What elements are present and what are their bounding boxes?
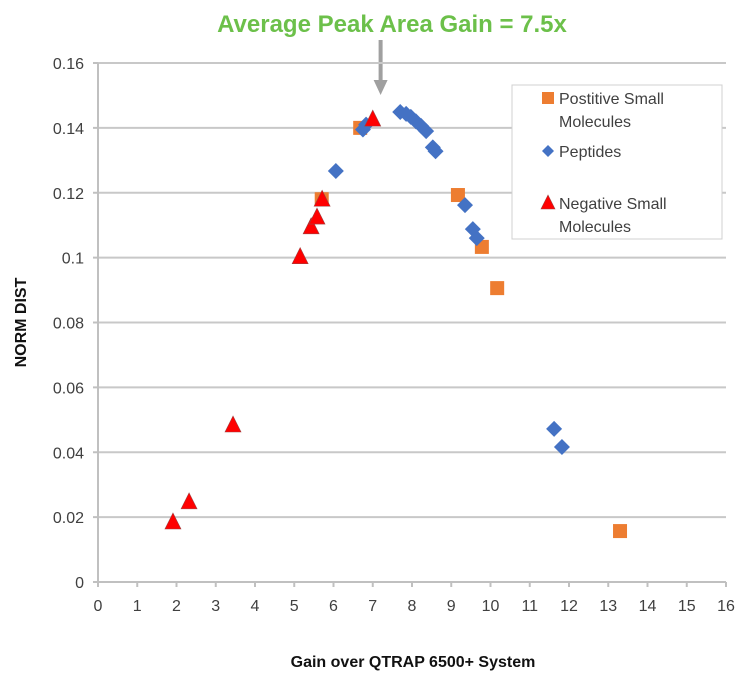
data-point-diamond [418, 123, 435, 140]
series-triangle [164, 109, 382, 530]
data-point-triangle [224, 415, 242, 433]
legend-marker-square [542, 92, 554, 104]
x-tick-label: 9 [447, 598, 456, 615]
x-tick-label: 6 [329, 598, 338, 615]
x-tick-label: 8 [408, 598, 417, 615]
x-tick-label: 5 [290, 598, 299, 615]
x-tick-labels: 0 1 2 3 4 5 6 7 8 9 10 11 12 13 14 15 16 [94, 598, 735, 615]
data-points [164, 103, 628, 539]
data-point-diamond [468, 230, 485, 247]
data-point-triangle [180, 492, 198, 510]
arrow-down-icon [373, 80, 388, 95]
x-tick-label: 12 [560, 598, 578, 615]
legend-marker-diamond [542, 145, 554, 157]
x-tick-label: 10 [482, 598, 500, 615]
legend-label: Molecules [559, 114, 631, 131]
data-point-diamond [327, 163, 344, 180]
x-tick-label: 14 [639, 598, 657, 615]
x-tick-label: 15 [678, 598, 696, 615]
legend-marker-triangle [540, 194, 556, 210]
data-point-triangle [308, 207, 326, 225]
data-point-triangle [164, 512, 182, 530]
x-tick-label: 1 [133, 598, 142, 615]
legend: Postitive Small Molecules Peptides Negative… [511, 84, 723, 240]
data-point-triangle [364, 109, 382, 127]
legend-label: Postitive Small [559, 91, 664, 108]
gridlines [98, 62, 726, 519]
y-tick-label: 0 [75, 575, 84, 592]
legend-label: Negative Small [559, 196, 667, 213]
data-point-triangle [291, 246, 309, 264]
x-tick-label: 0 [94, 598, 103, 615]
x-tick-label: 11 [521, 598, 538, 615]
y-tick-label: 0.1 [62, 251, 84, 268]
data-point-triangle [302, 217, 320, 235]
chart-title: Average Peak Area Gain = 7.5x [217, 11, 567, 38]
data-point-diamond [546, 420, 563, 437]
legend-label: Molecules [559, 219, 631, 236]
x-tick-label: 3 [211, 598, 220, 615]
y-tick-label: 0.04 [53, 445, 84, 462]
x-axis-title: Gain over QTRAP 6500+ System [291, 654, 536, 671]
y-tick-label: 0.14 [53, 121, 84, 138]
y-tick-labels: 0 0.02 0.04 0.06 0.08 0.1 0.12 0.14 0.16 [53, 56, 84, 592]
data-point-square [490, 281, 505, 296]
y-tick-label: 0.16 [53, 56, 84, 73]
data-point-diamond [427, 143, 444, 160]
y-tick-label: 0.02 [53, 510, 84, 527]
y-tick-label: 0.12 [53, 186, 84, 203]
data-point-square [613, 524, 628, 539]
data-point-square [450, 188, 465, 203]
legend-box [511, 84, 723, 240]
x-tick-label: 2 [172, 598, 181, 615]
axes [93, 62, 727, 587]
data-point-diamond [456, 197, 473, 214]
data-point-diamond [413, 117, 430, 134]
data-point-diamond [553, 439, 570, 456]
y-tick-label: 0.08 [53, 316, 84, 333]
x-tick-label: 16 [717, 598, 735, 615]
x-tick-label: 7 [368, 598, 377, 615]
y-tick-label: 0.06 [53, 380, 84, 397]
legend-label: Peptides [559, 144, 621, 161]
annotation-arrow [373, 40, 388, 95]
data-point-triangle [313, 189, 331, 207]
x-tick-label: 13 [599, 598, 617, 615]
y-axis-title: NORM DIST [13, 277, 30, 367]
x-tick-label: 4 [251, 598, 260, 615]
